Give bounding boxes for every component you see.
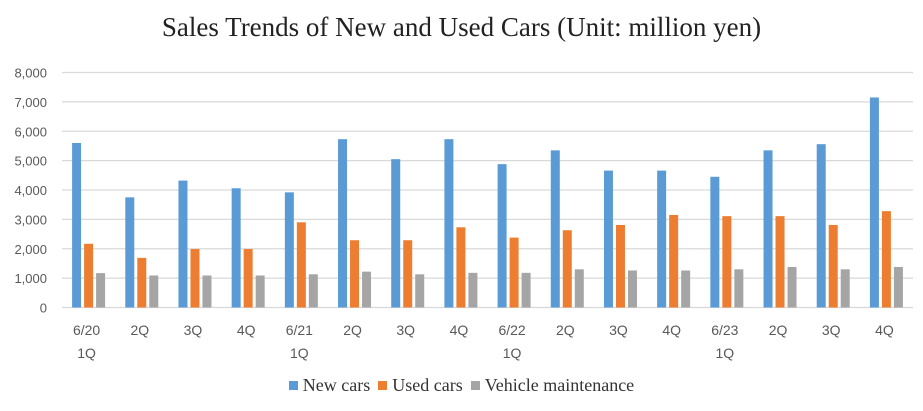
x-tick-label: 4Q bbox=[875, 322, 894, 338]
bar-vehicle-maintenance bbox=[308, 274, 318, 308]
bar-new-cars bbox=[603, 170, 613, 308]
bar-new-cars bbox=[284, 192, 294, 308]
bar-used-cars bbox=[403, 240, 413, 308]
bar-used-cars bbox=[562, 230, 572, 308]
x-tick-label: 2Q bbox=[343, 322, 362, 338]
legend-label: Vehicle maintenance bbox=[484, 375, 635, 395]
gridlines bbox=[62, 71, 913, 309]
bar-used-cars bbox=[296, 222, 306, 308]
bar-new-cars bbox=[391, 159, 401, 308]
bar-new-cars bbox=[72, 143, 82, 308]
x-tick-label: 2Q bbox=[130, 322, 149, 338]
x-tick-label: 2Q bbox=[556, 322, 575, 338]
y-tick-label: 5,000 bbox=[14, 154, 47, 169]
bar-new-cars bbox=[869, 97, 879, 308]
x-tick-label: 6/23 bbox=[711, 322, 738, 338]
bar-used-cars bbox=[243, 249, 253, 308]
x-tick-label: 6/22 bbox=[498, 322, 525, 338]
legend-label: Used cars bbox=[392, 375, 463, 395]
x-tick-label: 2Q bbox=[769, 322, 788, 338]
bar-new-cars bbox=[497, 164, 507, 308]
y-tick-label: 4,000 bbox=[14, 183, 47, 198]
bar-vehicle-maintenance bbox=[468, 272, 478, 308]
bar-vehicle-maintenance bbox=[734, 269, 744, 308]
x-tick-label: 6/21 bbox=[286, 322, 313, 338]
y-tick-label: 7,000 bbox=[14, 95, 47, 110]
legend-swatch bbox=[288, 381, 298, 390]
bar-vehicle-maintenance bbox=[96, 273, 106, 308]
bar-vehicle-maintenance bbox=[893, 266, 903, 308]
bars bbox=[72, 97, 903, 308]
bar-new-cars bbox=[550, 150, 560, 308]
bar-vehicle-maintenance bbox=[787, 266, 797, 308]
bar-used-cars bbox=[456, 227, 466, 308]
x-tick-label: 6/20 bbox=[73, 322, 100, 338]
bar-vehicle-maintenance bbox=[149, 275, 159, 308]
bar-vehicle-maintenance bbox=[362, 271, 372, 308]
bar-vehicle-maintenance bbox=[415, 274, 425, 308]
legend-swatch bbox=[470, 381, 480, 390]
chart-title: Sales Trends of New and Used Cars (Unit:… bbox=[161, 12, 762, 42]
x-tick-label: 1Q bbox=[716, 345, 735, 361]
legend: New cars Used cars Vehicle maintenance bbox=[0, 375, 923, 396]
bar-used-cars bbox=[350, 240, 360, 308]
y-tick-label: 0 bbox=[40, 301, 47, 316]
x-tick-label: 4Q bbox=[450, 322, 469, 338]
bar-new-cars bbox=[710, 176, 720, 308]
x-tick-label: 1Q bbox=[503, 345, 522, 361]
bar-vehicle-maintenance bbox=[521, 272, 531, 308]
bar-used-cars bbox=[137, 257, 147, 308]
bar-new-cars bbox=[125, 197, 135, 308]
bar-vehicle-maintenance bbox=[202, 275, 212, 308]
bar-used-cars bbox=[509, 237, 519, 308]
y-tick-label: 8,000 bbox=[14, 66, 47, 81]
y-tick-label: 6,000 bbox=[14, 124, 47, 139]
bar-new-cars bbox=[178, 180, 188, 308]
bar-used-cars bbox=[84, 243, 94, 308]
y-tick-label: 2,000 bbox=[14, 242, 47, 257]
bar-vehicle-maintenance bbox=[627, 270, 637, 308]
bar-vehicle-maintenance bbox=[681, 270, 691, 308]
x-tick-label: 4Q bbox=[237, 322, 256, 338]
y-axis-ticks: 0 1,000 2,000 3,000 4,000 5,000 6,000 7,000 8,00… bbox=[14, 66, 47, 316]
bar-used-cars bbox=[190, 249, 200, 308]
bar-new-cars bbox=[338, 139, 348, 308]
x-tick-label: 3Q bbox=[822, 322, 841, 338]
bar-used-cars bbox=[722, 216, 732, 308]
bar-new-cars bbox=[763, 150, 773, 308]
bar-used-cars bbox=[615, 224, 625, 308]
x-axis-ticks: 6/20 1Q 2Q 3Q 4Q 6/21 1Q 2Q 3Q 4Q 6/22 1Q 2Q 3Q 4Q 6/23… bbox=[73, 322, 894, 361]
x-tick-label: 3Q bbox=[609, 322, 628, 338]
x-tick-label: 3Q bbox=[396, 322, 415, 338]
legend-item: New cars bbox=[288, 375, 371, 396]
bar-new-cars bbox=[444, 139, 454, 308]
bar-new-cars bbox=[657, 170, 667, 308]
x-tick-label: 1Q bbox=[290, 345, 309, 361]
y-tick-label: 3,000 bbox=[14, 212, 47, 227]
bar-new-cars bbox=[231, 188, 241, 308]
x-tick-label: 1Q bbox=[77, 345, 96, 361]
bar-vehicle-maintenance bbox=[840, 269, 850, 308]
legend-item: Used cars bbox=[378, 375, 463, 396]
y-tick-label: 1,000 bbox=[14, 271, 47, 286]
bar-used-cars bbox=[881, 211, 891, 308]
legend-item: Vehicle maintenance bbox=[470, 375, 635, 396]
legend-swatch bbox=[378, 381, 388, 390]
x-tick-label: 3Q bbox=[184, 322, 203, 338]
legend-label: New cars bbox=[302, 375, 371, 395]
bar-used-cars bbox=[775, 216, 785, 308]
bar-new-cars bbox=[816, 144, 826, 308]
bar-used-cars bbox=[669, 214, 679, 308]
bar-used-cars bbox=[828, 224, 838, 308]
bar-vehicle-maintenance bbox=[574, 269, 584, 308]
x-tick-label: 4Q bbox=[662, 322, 681, 338]
bar-vehicle-maintenance bbox=[255, 275, 265, 308]
